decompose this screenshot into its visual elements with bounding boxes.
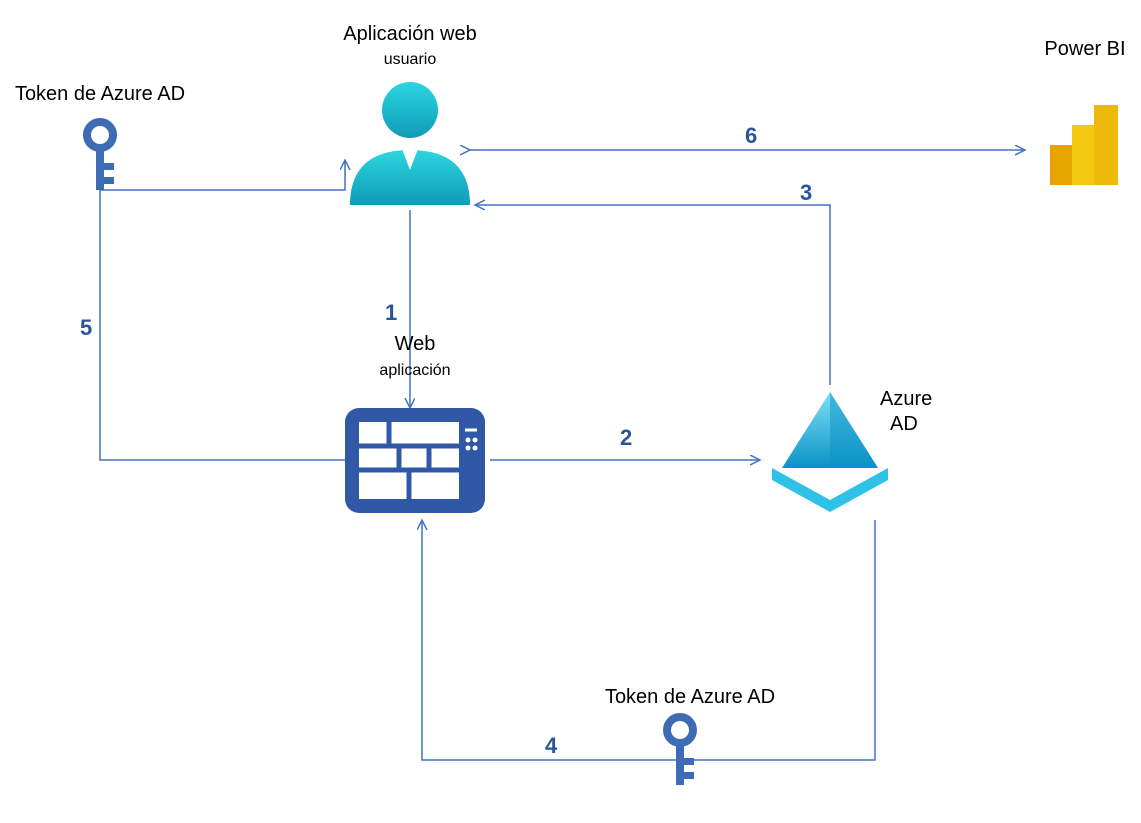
web-device-icon	[345, 408, 485, 513]
azuread-label-2: AD	[890, 413, 918, 435]
token-bottom-label: Token de Azure AD	[605, 686, 775, 708]
powerbi-label: Power BI	[1044, 38, 1125, 60]
user-subtitle: usuario	[384, 51, 437, 68]
step-label-1: 1	[385, 300, 397, 325]
web-title: Web	[395, 333, 436, 355]
powerbi-icon	[1050, 105, 1118, 185]
step-label-6: 6	[745, 123, 757, 148]
edge-3	[475, 205, 830, 385]
edge-4	[422, 520, 875, 760]
azure-ad-icon	[772, 392, 888, 512]
step-label-3: 3	[800, 180, 812, 205]
edge-5	[100, 160, 345, 460]
user-title: Aplicación web	[343, 23, 476, 45]
azuread-label-1: Azure	[880, 388, 932, 410]
diagram-edges	[100, 150, 1025, 760]
user-icon	[350, 82, 470, 205]
step-label-5: 5	[80, 315, 92, 340]
web-subtitle: aplicación	[379, 362, 450, 379]
step-label-2: 2	[620, 425, 632, 450]
key-icon	[667, 717, 694, 785]
step-label-4: 4	[545, 733, 558, 758]
key-icon	[87, 122, 114, 190]
token-left-label: Token de Azure AD	[15, 83, 185, 105]
